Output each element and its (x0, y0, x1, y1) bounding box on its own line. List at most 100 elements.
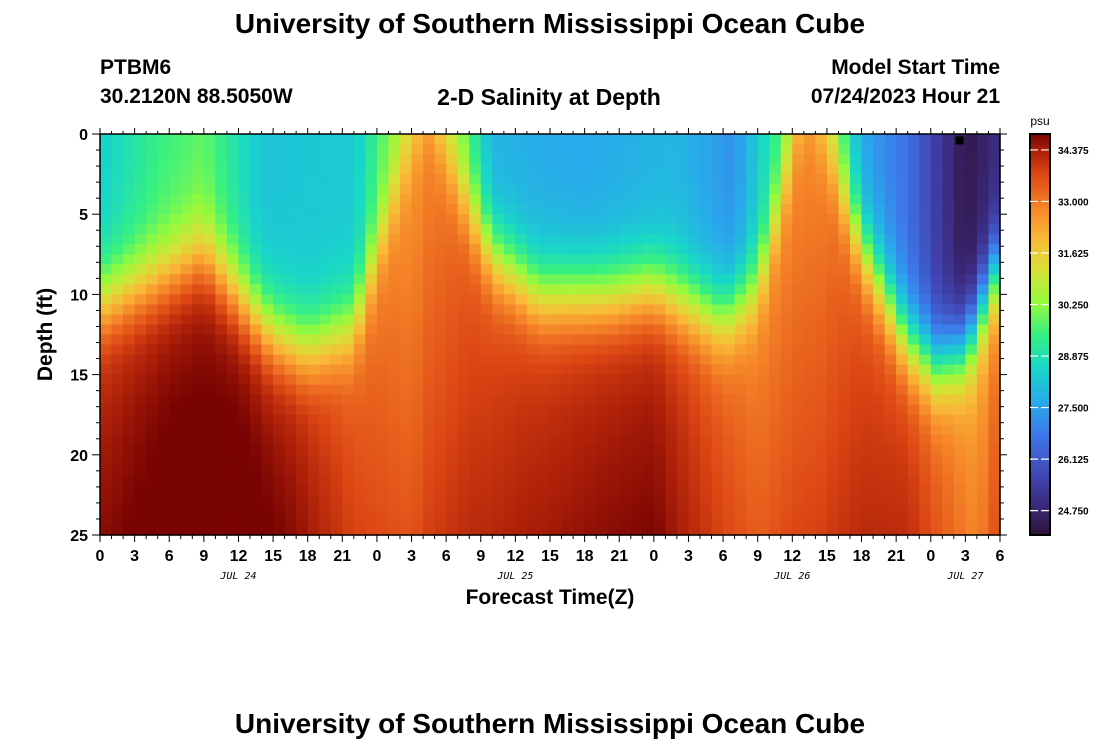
heatmap-cell (976, 344, 990, 356)
heatmap-cell (319, 334, 332, 346)
heatmap-cell (215, 424, 228, 436)
heatmap-cell (423, 224, 436, 235)
heatmap-cell (988, 504, 1001, 516)
heatmap-cell (134, 294, 147, 306)
heatmap-cell (238, 304, 251, 316)
heatmap-cell (146, 244, 159, 255)
heatmap-cell (284, 334, 297, 346)
heatmap-cell (596, 144, 609, 155)
heatmap-cell (746, 174, 759, 185)
heatmap-cell (607, 324, 620, 336)
heatmap-cell (653, 284, 666, 296)
heatmap-cell (284, 154, 297, 165)
heatmap-cell (457, 314, 470, 326)
heatmap-cell (653, 134, 666, 145)
heatmap-cell (942, 304, 955, 316)
heatmap-cell (688, 164, 701, 175)
heatmap-cell (792, 404, 805, 416)
heatmap-cell (700, 414, 713, 426)
heatmap-cell (457, 294, 470, 306)
heatmap-cell (596, 434, 609, 446)
heatmap-cell (676, 504, 690, 516)
heatmap-cell (330, 304, 343, 316)
heatmap-cell (307, 504, 320, 516)
heatmap-cell (157, 414, 170, 426)
heatmap-cell (526, 204, 540, 215)
heatmap-cell (746, 384, 759, 396)
heatmap-cell (365, 344, 378, 356)
heatmap-cell (953, 354, 966, 366)
heatmap-cell (146, 324, 159, 336)
heatmap-cell (942, 254, 955, 265)
heatmap-cell (342, 224, 355, 235)
heatmap-cell (884, 494, 897, 506)
heatmap-cell (573, 144, 586, 155)
heatmap-cell (203, 464, 216, 476)
heatmap-cell (711, 334, 724, 346)
heatmap-cell (711, 474, 724, 486)
heatmap-cell (769, 154, 782, 165)
heatmap-cell (307, 484, 320, 496)
heatmap-cell (157, 374, 170, 386)
heatmap-cell (723, 214, 736, 225)
heatmap-cell (261, 484, 274, 496)
heatmap-cell (550, 514, 563, 526)
heatmap-cell (792, 134, 805, 145)
heatmap-cell (550, 274, 563, 285)
heatmap-cell (480, 144, 493, 155)
heatmap-cell (976, 434, 990, 446)
heatmap-cell (607, 264, 620, 275)
heatmap-cell (319, 244, 332, 255)
heatmap-cell (342, 384, 355, 396)
heatmap-cell (746, 454, 759, 466)
heatmap-cell (630, 184, 643, 195)
heatmap-cell (769, 504, 782, 516)
heatmap-cell (526, 384, 540, 396)
heatmap-cell (434, 474, 447, 486)
heatmap-cell (226, 184, 240, 195)
heatmap-cell (815, 414, 828, 426)
heatmap-cell (123, 164, 136, 175)
heatmap-cell (307, 254, 320, 265)
heatmap-cell (723, 364, 736, 376)
heatmap-cell (515, 344, 528, 356)
heatmap-cell (803, 314, 816, 326)
heatmap-cell (400, 164, 413, 175)
heatmap-cell (215, 164, 228, 175)
heatmap-cell (192, 184, 205, 195)
heatmap-cell (515, 184, 528, 195)
heatmap-cell (550, 474, 563, 486)
heatmap-cell (746, 154, 759, 165)
heatmap-cell (873, 214, 886, 225)
x-tick-label: 3 (407, 548, 416, 565)
heatmap-cell (284, 284, 297, 296)
heatmap-cell (550, 524, 563, 536)
heatmap-cell (538, 364, 551, 376)
heatmap-cell (942, 164, 955, 175)
heatmap-cell (734, 524, 747, 536)
heatmap-cell (550, 504, 563, 516)
heatmap-cell (930, 384, 943, 396)
heatmap-cell (353, 494, 366, 506)
heatmap-cell (353, 364, 366, 376)
heatmap-cell (838, 244, 851, 255)
heatmap-cell (469, 364, 482, 376)
heatmap-cell (296, 264, 309, 275)
heatmap-cell (376, 454, 390, 466)
heatmap-cell (180, 364, 193, 376)
heatmap-cell (550, 484, 563, 496)
heatmap-cell (411, 184, 424, 195)
heatmap-cell (826, 294, 840, 306)
heatmap-cell (769, 174, 782, 185)
heatmap-cell (561, 484, 574, 496)
heatmap-cell (446, 324, 459, 336)
heatmap-cell (273, 244, 286, 255)
heatmap-cell (123, 324, 136, 336)
heatmap-cell (907, 354, 920, 366)
heatmap-cell (803, 474, 816, 486)
x-tick-label: 21 (887, 548, 905, 565)
heatmap-cell (896, 424, 909, 436)
heatmap-cell (584, 294, 597, 306)
heatmap-cell (861, 334, 874, 346)
heatmap-cell (180, 474, 193, 486)
